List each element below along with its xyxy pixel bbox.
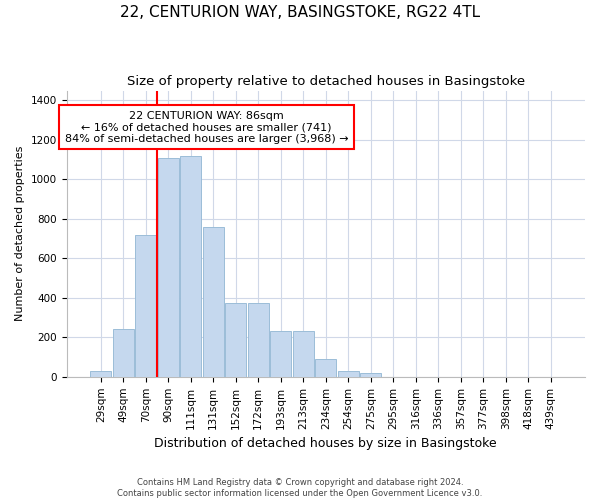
Text: 22 CENTURION WAY: 86sqm
← 16% of detached houses are smaller (741)
84% of semi-d: 22 CENTURION WAY: 86sqm ← 16% of detache… <box>65 110 349 144</box>
Text: 22, CENTURION WAY, BASINGSTOKE, RG22 4TL: 22, CENTURION WAY, BASINGSTOKE, RG22 4TL <box>120 5 480 20</box>
Bar <box>90 371 112 377</box>
Bar <box>135 234 157 377</box>
Title: Size of property relative to detached houses in Basingstoke: Size of property relative to detached ho… <box>127 75 525 88</box>
Bar <box>293 332 314 377</box>
Bar <box>360 373 382 377</box>
Bar <box>248 303 269 377</box>
Bar <box>315 360 337 377</box>
Y-axis label: Number of detached properties: Number of detached properties <box>15 146 25 322</box>
Bar <box>113 330 134 377</box>
Bar <box>270 332 292 377</box>
Text: Contains HM Land Registry data © Crown copyright and database right 2024.
Contai: Contains HM Land Registry data © Crown c… <box>118 478 482 498</box>
Bar <box>338 371 359 377</box>
X-axis label: Distribution of detached houses by size in Basingstoke: Distribution of detached houses by size … <box>154 437 497 450</box>
Bar <box>158 158 179 377</box>
Bar <box>225 303 247 377</box>
Bar <box>203 227 224 377</box>
Bar <box>180 156 202 377</box>
